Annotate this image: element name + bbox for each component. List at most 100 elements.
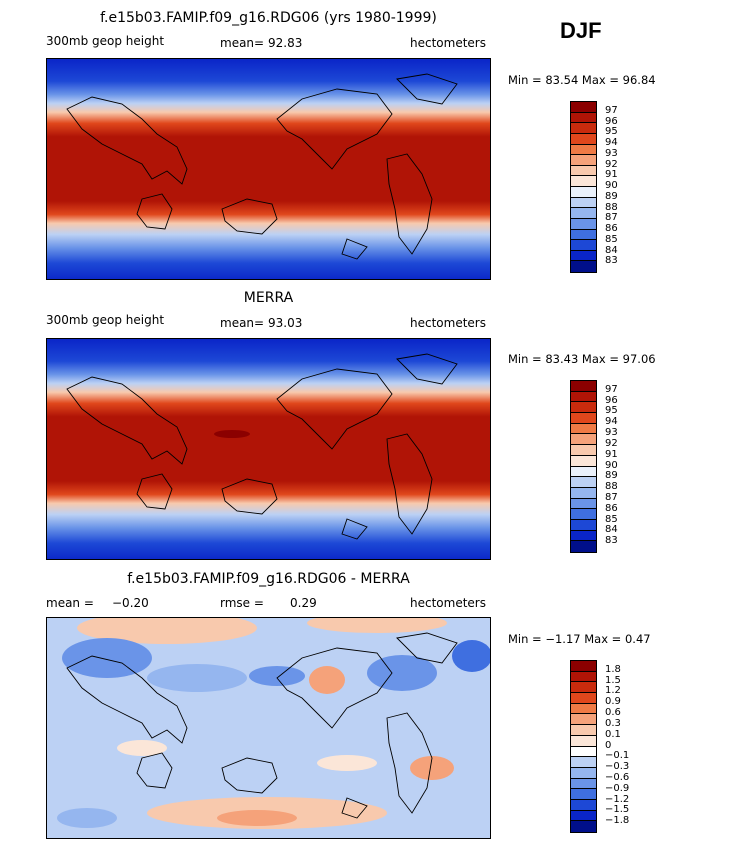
colorbar-swatch bbox=[571, 530, 596, 542]
colorbar-tick-label: 0.1 bbox=[605, 728, 621, 740]
colorbar-tick-label: 85 bbox=[605, 233, 618, 245]
colorbar-tick-label: −0.6 bbox=[605, 771, 630, 783]
colorbar-swatch bbox=[571, 725, 596, 736]
colorbar-tick-label: −1.8 bbox=[605, 815, 630, 827]
colorbar-tick-label: 92 bbox=[605, 437, 618, 449]
colorbar-tick-label: 89 bbox=[605, 470, 618, 482]
colorbar-tick-label: 89 bbox=[605, 190, 618, 202]
panel-3-title: f.e15b03.FAMIP.f09_g16.RDG06 - MERRA bbox=[127, 571, 410, 587]
colorbar-tick-label: 97 bbox=[605, 104, 618, 116]
colorbar-swatch bbox=[571, 218, 596, 230]
colorbar-tick-label: 95 bbox=[605, 126, 618, 138]
colorbar-swatch bbox=[571, 240, 596, 251]
colorbar-tick-label: 90 bbox=[605, 180, 618, 191]
colorbar-swatch bbox=[571, 661, 596, 672]
colorbar-swatch bbox=[571, 509, 596, 520]
colorbar-swatch bbox=[571, 714, 596, 726]
colorbar-swatch bbox=[571, 477, 596, 488]
colorbar-tick-label: 97 bbox=[605, 383, 618, 395]
colorbar-tick-label: −0.3 bbox=[605, 761, 630, 773]
panel-1-units: hectometers bbox=[410, 36, 486, 50]
colorbar-swatch bbox=[571, 144, 596, 156]
colorbar-tick-label: 94 bbox=[605, 416, 618, 428]
colorbar-tick-label: −0.1 bbox=[605, 750, 630, 762]
colorbar-swatch bbox=[571, 519, 596, 531]
colorbar-swatch bbox=[571, 810, 596, 822]
panel-2-field bbox=[47, 339, 490, 559]
colorbar-swatch bbox=[571, 187, 596, 198]
colorbar-tick-label: 86 bbox=[605, 223, 618, 234]
colorbar-swatch bbox=[571, 423, 596, 435]
panel-3-units: hectometers bbox=[410, 596, 486, 610]
colorbar-tick-label: 0.9 bbox=[605, 696, 621, 708]
colorbar-tick-label: 87 bbox=[605, 212, 618, 224]
colorbar-swatch bbox=[571, 498, 596, 510]
colorbar-swatch bbox=[571, 197, 596, 209]
colorbar-tick-label: 91 bbox=[605, 448, 618, 460]
colorbar-swatch bbox=[571, 746, 596, 758]
colorbar-swatch bbox=[571, 778, 596, 790]
panel-1-coastlines bbox=[66, 73, 458, 260]
colorbar-tick-label: 1.5 bbox=[605, 674, 621, 686]
colorbar-swatch bbox=[571, 445, 596, 456]
colorbar-tick-label: 85 bbox=[605, 513, 618, 525]
panel-1-minmax: Min = 83.54 Max = 96.84 bbox=[508, 73, 656, 87]
colorbar-swatch bbox=[571, 208, 596, 219]
season-label: DJF bbox=[560, 18, 602, 43]
panel-2-colorbar bbox=[570, 380, 597, 553]
panel-3-rmse-label: rmse = bbox=[220, 596, 264, 610]
colorbar-tick-label: 84 bbox=[605, 524, 618, 536]
panel-1-field bbox=[47, 59, 490, 279]
colorbar-tick-label: −0.9 bbox=[605, 782, 630, 794]
panel-3-mean-value: −0.20 bbox=[112, 596, 149, 610]
colorbar-swatch bbox=[571, 541, 596, 552]
colorbar-tick-label: −1.5 bbox=[605, 804, 630, 816]
colorbar-swatch bbox=[571, 767, 596, 779]
panel-3-anomaly-blobs bbox=[57, 618, 490, 829]
panel-3-minmax: Min = −1.17 Max = 0.47 bbox=[508, 632, 651, 646]
panel-2-coastlines bbox=[66, 353, 458, 540]
colorbar-swatch bbox=[571, 789, 596, 800]
panel-1-variable-label: 300mb geop height bbox=[46, 34, 165, 48]
colorbar-tick-label: 0.3 bbox=[605, 717, 621, 729]
colorbar-swatch bbox=[571, 413, 596, 424]
panel-1-mean-value: 92.83 bbox=[268, 36, 303, 50]
colorbar-swatch bbox=[571, 381, 596, 392]
colorbar-tick-label: 0 bbox=[605, 739, 612, 751]
panel-2-max-cell bbox=[214, 430, 250, 438]
panel-3-colorbar bbox=[570, 660, 597, 833]
colorbar-tick-label: 87 bbox=[605, 491, 618, 503]
colorbar-swatch bbox=[571, 466, 596, 478]
panel-2-minmax: Min = 83.43 Max = 97.06 bbox=[508, 352, 656, 366]
panel-2-mean-value: 93.03 bbox=[268, 316, 303, 330]
colorbar-swatch bbox=[571, 133, 596, 145]
colorbar-tick-label: 96 bbox=[605, 394, 618, 406]
panel-2-mean-label: mean= bbox=[220, 316, 265, 330]
panel-3-coastlines bbox=[66, 632, 458, 819]
colorbar-tick-label: 1.2 bbox=[605, 685, 621, 697]
colorbar-swatch bbox=[571, 682, 596, 694]
colorbar-tick-label: 91 bbox=[605, 169, 618, 181]
panel-3-mean-label: mean = bbox=[46, 596, 94, 610]
colorbar-swatch bbox=[571, 123, 596, 134]
colorbar-swatch bbox=[571, 102, 596, 113]
colorbar-swatch bbox=[571, 391, 596, 403]
colorbar-tick-label: 93 bbox=[605, 427, 618, 439]
panel-1-title: f.e15b03.FAMIP.f09_g16.RDG06 (yrs 1980-1… bbox=[100, 10, 437, 26]
colorbar-swatch bbox=[571, 112, 596, 124]
colorbar-swatch bbox=[571, 261, 596, 272]
panel-2-map bbox=[46, 338, 491, 560]
colorbar-tick-label: 92 bbox=[605, 158, 618, 170]
colorbar-tick-label: 93 bbox=[605, 147, 618, 159]
colorbar-swatch bbox=[571, 487, 596, 499]
colorbar-swatch bbox=[571, 250, 596, 262]
colorbar-swatch bbox=[571, 671, 596, 683]
panel-2-title: MERRA bbox=[243, 290, 294, 306]
panel-1-map bbox=[46, 58, 491, 280]
panel-2-variable-label: 300mb geop height bbox=[46, 313, 165, 327]
panel-1-colorbar bbox=[570, 101, 597, 273]
colorbar-swatch bbox=[571, 799, 596, 811]
colorbar-tick-label: 1.8 bbox=[605, 663, 621, 675]
panel-3-map bbox=[46, 617, 491, 839]
panel-3-rmse-value: 0.29 bbox=[290, 596, 317, 610]
